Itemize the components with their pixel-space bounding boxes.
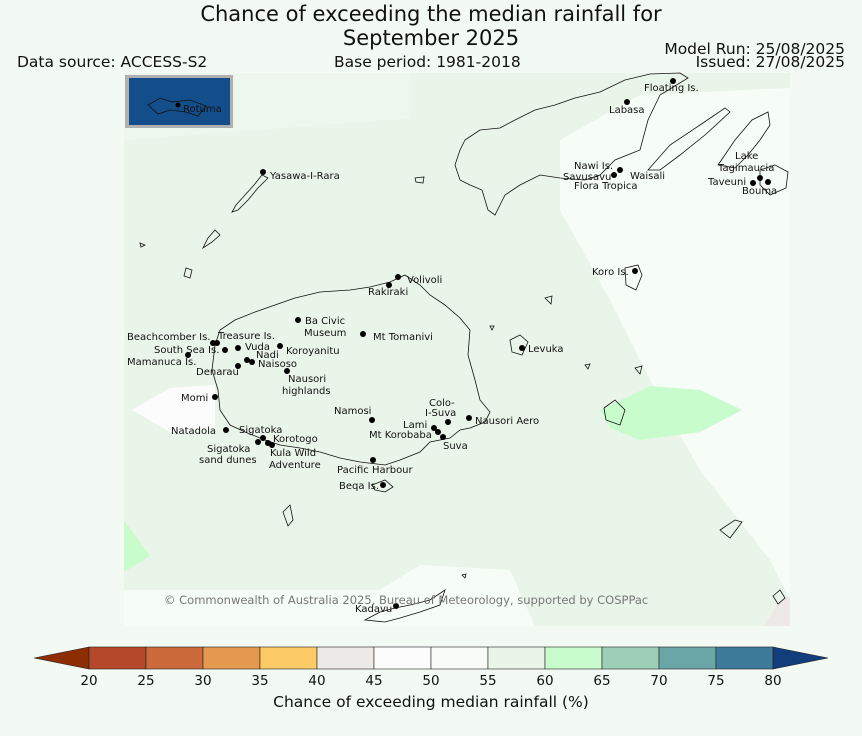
place-label: Bouma <box>742 186 777 197</box>
colorbar-tick-label: 20 <box>80 673 97 689</box>
base-period-label: Base period: 1981-2018 <box>334 53 521 71</box>
place-label: Flora Tropica <box>574 181 637 192</box>
place-label: Nausori Aero <box>475 416 539 427</box>
place-label: Floating Is. <box>644 83 699 94</box>
place-label: Koro Is. <box>592 267 629 278</box>
place-label: Savusavu <box>563 172 611 183</box>
place-label: Adventure <box>269 460 321 471</box>
place-label: Waisali <box>630 171 665 182</box>
colorbar-segment <box>544 646 603 670</box>
model-run-label: Model Run: 25/08/2025 <box>664 40 845 58</box>
place-label: Kadavu <box>355 604 392 615</box>
place-label: Momi <box>181 393 208 404</box>
colorbar-tick-label: 80 <box>764 673 781 689</box>
colorbar-tick-label: 25 <box>137 673 154 689</box>
colorbar-segment <box>145 646 204 670</box>
place-label: Korotogo <box>273 434 318 445</box>
place-label: South Sea Is. <box>154 345 219 356</box>
place-label: Sigatoka <box>239 425 282 436</box>
colorbar-tick-label: 35 <box>251 673 268 689</box>
place-label: Beachcomber Is. <box>127 332 210 343</box>
colorbar-tick-label: 45 <box>365 673 382 689</box>
place-label: Volivoli <box>407 275 442 286</box>
rotuma-label: Rotuma <box>183 104 222 115</box>
place-label: Vuda <box>245 342 270 353</box>
colorbar-tick-label: 50 <box>422 673 439 689</box>
rotuma-coastline <box>147 97 207 117</box>
place-label: Labasa <box>609 105 645 116</box>
copyright-notice: © Commonwealth of Australia 2025, Bureau… <box>164 593 648 607</box>
place-labels: Floating Is. Labasa Yasawa-I-Rara Nawi I… <box>127 83 777 615</box>
place-label: Treasure Is. <box>217 331 275 342</box>
shade-55-60 <box>124 73 790 626</box>
colorbar-arrow-low <box>33 646 90 670</box>
place-label: I-Suva <box>425 408 456 419</box>
place-label: Colo- <box>429 398 455 409</box>
colorbar-segment <box>601 646 660 670</box>
colorbar-segment <box>658 646 717 670</box>
colorbar-tick-label: 70 <box>650 673 667 689</box>
place-label: Levuka <box>528 344 564 355</box>
colorbar-segment <box>373 646 432 670</box>
place-label: Taveuni <box>707 177 746 188</box>
place-label: Naisoso <box>258 359 297 370</box>
shade-60-65-west <box>124 520 150 572</box>
place-label: sand dunes <box>199 455 257 466</box>
shade-60-65-east <box>600 386 742 440</box>
colorbar-title: Chance of exceeding median rainfall (%) <box>273 693 589 711</box>
place-label: Tagimaucia <box>717 163 774 174</box>
place-label: Denarau <box>196 367 239 378</box>
title-line-2: September 2025 <box>342 26 520 50</box>
place-label: Kula Wild <box>270 448 316 459</box>
place-label: Lake <box>735 151 758 162</box>
place-label: Mt Korobaba <box>369 430 432 441</box>
colorbar-tick-label: 55 <box>479 673 496 689</box>
place-label: Rakiraki <box>368 287 408 298</box>
place-label: Beqa Is. <box>339 481 379 492</box>
place-label: Mamanuca Is. <box>127 357 196 368</box>
place-label: Nausori <box>288 374 326 385</box>
title-line-1: Chance of exceeding the median rainfall … <box>200 2 662 26</box>
data-source-label: Data source: ACCESS-S2 <box>17 53 208 71</box>
place-label: Yasawa-I-Rara <box>269 171 340 182</box>
place-label: Namosi <box>334 406 371 417</box>
colorbar-segment <box>430 646 489 670</box>
colorbar-segment <box>487 646 546 670</box>
colorbar-tick-label: 65 <box>593 673 610 689</box>
colorbar: 20 25 30 35 40 45 50 55 60 65 70 75 80 <box>33 646 829 689</box>
place-label: Nadi <box>256 350 279 361</box>
rotuma-marker <box>175 102 181 108</box>
colorbar-tick-label: 40 <box>308 673 325 689</box>
place-label: Koroyanitu <box>286 346 340 357</box>
place-label: Sigatoka <box>207 444 250 455</box>
place-label: Nawi Is. <box>574 161 613 172</box>
colorbar-tick-label: 60 <box>536 673 553 689</box>
colorbar-segment <box>715 646 774 670</box>
colorbar-segment <box>316 646 375 670</box>
place-label: Mt Tomanivi <box>373 332 433 343</box>
colorbar-tick-label: 30 <box>194 673 211 689</box>
colorbar-segment <box>88 646 147 670</box>
place-label: Natadola <box>171 426 216 437</box>
shade-40-45 <box>764 596 790 626</box>
colorbar-tick-label: 75 <box>707 673 724 689</box>
place-label: Ba Civic <box>305 316 345 327</box>
colorbar-segment <box>259 646 318 670</box>
issued-label: Issued: 27/08/2025 <box>695 53 845 71</box>
colorbar-arrow-high <box>772 646 829 670</box>
place-label: Lami <box>403 420 427 431</box>
place-label: Suva <box>443 441 468 452</box>
place-label: Pacific Harbour <box>337 465 414 476</box>
map-title: Chance of exceeding the median rainfall … <box>0 2 862 50</box>
shade-50-55-west <box>132 385 215 432</box>
colorbar-segment <box>202 646 261 670</box>
place-label: highlands <box>282 386 331 397</box>
place-markers <box>185 78 771 609</box>
place-label: Museum <box>304 328 346 339</box>
